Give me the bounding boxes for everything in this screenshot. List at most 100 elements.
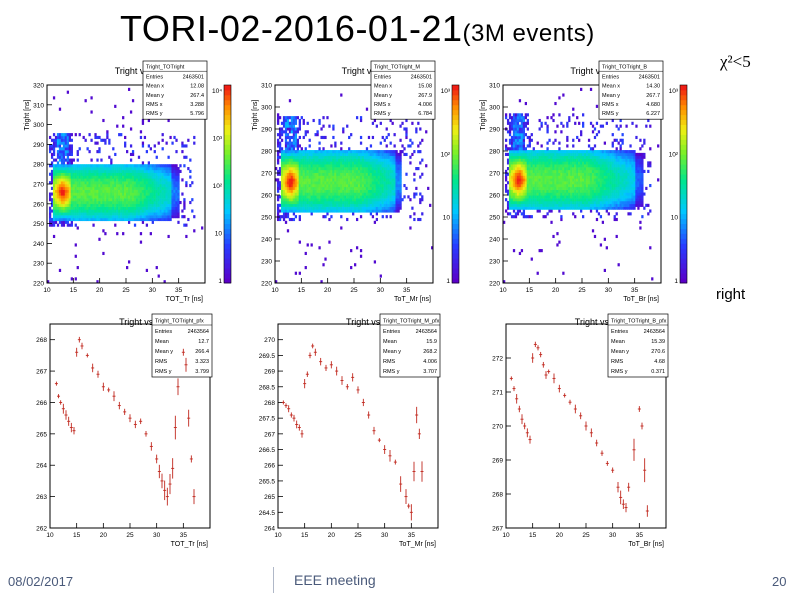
heatmap-cell: [399, 167, 402, 171]
heatmap-cell: [60, 212, 64, 216]
heatmap-cell: [516, 206, 520, 210]
heatmap-cell: [338, 195, 341, 199]
heatmap-cell: [508, 130, 512, 134]
heatmap-cell: [393, 186, 396, 190]
heatmap-cell: [617, 161, 620, 165]
heatmap-cell: [585, 181, 589, 185]
heatmap-cell: [326, 206, 329, 210]
heatmap-cell: [344, 192, 347, 196]
heatmap-cell: [419, 141, 422, 145]
heatmap-cell: [564, 150, 567, 154]
color-scale-step: [452, 238, 459, 244]
y-tick-label: 220: [261, 281, 272, 288]
heatmap-cell: [367, 172, 371, 176]
heatmap-cell: [334, 195, 337, 199]
heatmap-cell: [363, 158, 367, 162]
heatmap-cell: [367, 200, 371, 205]
heatmap-cell: [118, 169, 121, 173]
heatmap-cell: [558, 169, 561, 173]
heatmap-cell: [532, 158, 535, 162]
heatmap-cell: [599, 161, 603, 165]
heatmap-cell: [300, 152, 303, 157]
heatmap-cell: [518, 152, 522, 157]
heatmap-cell: [574, 164, 577, 168]
heatmap-cell: [504, 186, 508, 190]
heatmap-cell: [318, 209, 321, 213]
heatmap-cell: [597, 130, 601, 134]
heatmap-cell: [118, 181, 121, 185]
heatmap-cell: [106, 172, 109, 176]
heatmap-cell: [320, 172, 323, 176]
heatmap-cell: [381, 209, 384, 213]
heatmap-cell: [64, 169, 68, 173]
heatmap-cell: [560, 181, 563, 185]
heatmap-cell: [60, 164, 64, 168]
heatmap-cell: [409, 155, 412, 159]
heatmap-cell: [169, 184, 172, 188]
heatmap-cell: [554, 195, 557, 199]
heatmap-cell: [139, 164, 143, 168]
heatmap-cell: [522, 209, 526, 213]
heatmap-cell: [298, 192, 301, 196]
heatmap-cells: [275, 85, 434, 284]
heatmap-cell: [76, 192, 79, 196]
heatmap-cell: [147, 169, 150, 173]
heatmap-cell: [583, 169, 587, 173]
heatmap-cell: [510, 200, 514, 205]
heatmap-cell: [510, 164, 514, 168]
heatmap-cell: [564, 155, 567, 159]
heatmap-cell: [167, 172, 170, 176]
heatmap-cell: [131, 198, 135, 202]
heatmap-cell: [387, 172, 390, 176]
heatmap-cell: [290, 189, 294, 193]
heatmap-cell: [570, 186, 573, 190]
heatmap-cell: [580, 130, 583, 134]
heatmap-cell: [520, 178, 524, 182]
heatmap-cell: [361, 155, 365, 159]
heatmap-cell: [280, 186, 284, 190]
heatmap-cell: [80, 212, 83, 216]
heatmap-cell: [552, 200, 555, 205]
heatmap-cell: [82, 184, 85, 188]
heatmap-cell: [607, 192, 610, 196]
heatmap-cell: [572, 158, 575, 162]
heatmap-cell: [512, 200, 516, 205]
heatmap-cell: [346, 178, 349, 182]
heatmap-cell: [520, 186, 524, 190]
heatmap-cell: [310, 212, 313, 216]
heatmap-cell: [379, 203, 382, 207]
heatmap-cell: [540, 249, 543, 253]
heatmap-cell: [280, 127, 284, 131]
heatmap-cell: [52, 152, 56, 157]
heatmap-cell: [292, 147, 296, 151]
heatmap-cell: [290, 158, 294, 162]
heatmap-cell: [294, 158, 298, 162]
x-tick-label: 30: [377, 287, 385, 294]
heatmap-cell: [306, 152, 309, 157]
heatmap-cell: [526, 167, 529, 171]
heatmap-cell: [88, 203, 91, 207]
heatmap-cell: [611, 189, 614, 193]
heatmap-cell: [591, 158, 595, 162]
heatmap-cell: [290, 181, 294, 185]
heatmap-cell: [607, 152, 610, 157]
heatmap-cell: [278, 130, 282, 134]
heatmap-cell: [56, 215, 60, 219]
heatmap-cell: [387, 158, 390, 162]
heatmap-cell: [298, 186, 301, 190]
heatmap-cell: [576, 198, 579, 202]
heatmap-cell: [290, 116, 294, 120]
heatmap-cell: [56, 198, 60, 202]
heatmap-cell: [379, 141, 382, 145]
heatmap-cell: [583, 164, 587, 168]
heatmap-cell: [151, 212, 154, 216]
heatmap-cell: [621, 189, 624, 193]
heatmap-cell: [552, 195, 555, 199]
heatmap-cell: [554, 181, 557, 185]
heatmap-cell: [542, 172, 545, 176]
heatmap-cell: [66, 147, 70, 151]
heatmap-cell: [556, 243, 559, 247]
y-tick-label: 270: [33, 182, 44, 189]
heatmap-cell: [312, 155, 315, 159]
heatmap-cell: [568, 203, 571, 207]
